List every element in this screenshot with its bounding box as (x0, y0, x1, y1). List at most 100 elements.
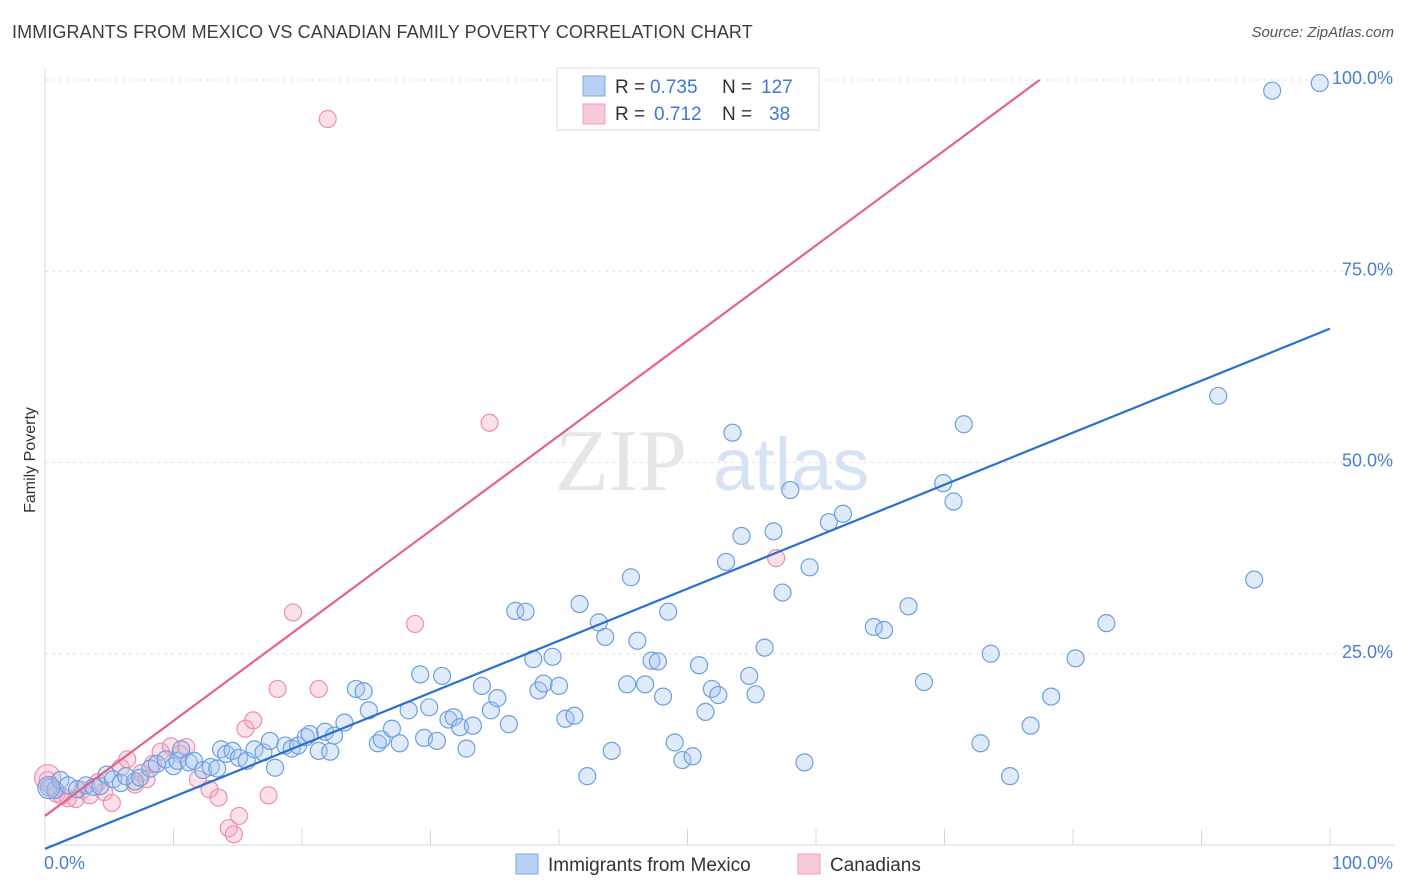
mexico-point (156, 750, 175, 769)
mexico-point (795, 753, 814, 772)
mexico-point (781, 480, 800, 500)
mexico-point (642, 651, 661, 670)
mexico-point (1310, 73, 1329, 93)
mexico-point (673, 750, 692, 770)
mexico-point (1042, 687, 1061, 706)
mexico-point (954, 415, 973, 434)
mexico-point (390, 734, 409, 753)
bottom-legend-swatch-canadians (797, 853, 821, 875)
mexico-point (800, 558, 819, 577)
stats-legend: R = 0.735 N = 127 R = 0.712 N = 38 (556, 67, 820, 131)
canadians-point (309, 679, 328, 699)
source-credit: Source: ZipAtlas.com (1251, 24, 1394, 41)
mexico-point (208, 759, 227, 778)
mexico-point (1097, 614, 1116, 633)
mexico-point (602, 741, 621, 761)
mexico-point (499, 715, 518, 734)
mexico-point (265, 758, 285, 777)
mexico-point (981, 644, 1000, 663)
y-tick-label: 50.0% (1342, 451, 1393, 471)
x-tick-label: 100.0% (1332, 853, 1393, 873)
mexico-point (1066, 649, 1085, 668)
mexico-point (971, 734, 990, 753)
mexico-point (432, 666, 452, 686)
mexico-point (116, 767, 136, 786)
mexico-point (746, 685, 765, 704)
mexico-point (864, 617, 883, 637)
mexico-point (201, 757, 220, 777)
legend-n-label-canadians: N = (722, 104, 752, 125)
mexico-point (1263, 81, 1282, 100)
canadians-point (137, 770, 156, 789)
mexico-point (472, 676, 491, 695)
mexico-points (37, 73, 1329, 800)
canadians-point (405, 614, 425, 634)
mexico-point (689, 656, 709, 675)
trend-lines (44, 79, 1331, 850)
mexico-point (696, 702, 715, 721)
mexico-point (457, 739, 476, 758)
mexico-point (833, 504, 853, 523)
mexico-point (444, 708, 463, 727)
mexico-point (420, 698, 439, 717)
canadians-point (268, 679, 287, 699)
mexico-point (683, 747, 702, 766)
trend-line-canadians (44, 79, 1041, 817)
mexico-point (618, 675, 637, 694)
mexico-point (628, 631, 647, 650)
axes (44, 68, 1395, 846)
mexico-point (260, 731, 279, 751)
canadians-point (259, 786, 278, 805)
mexico-point (635, 675, 655, 694)
legend-r-label-canadians: R = (615, 104, 645, 125)
mexico-point (223, 741, 242, 761)
mexico-point (427, 731, 447, 751)
legend-n-mexico: 127 (761, 77, 793, 98)
mexico-point (764, 522, 783, 541)
mexico-point (596, 627, 615, 647)
mexico-point (543, 647, 562, 666)
mexico-point (648, 652, 668, 671)
mexico-point (1000, 767, 1020, 786)
mexico-point (565, 706, 584, 725)
canadians-point (224, 825, 243, 844)
canadians-point (229, 806, 249, 826)
mexico-point (354, 682, 373, 701)
chart-title: IMMIGRANTS FROM MEXICO VS CANADIAN FAMIL… (12, 22, 753, 42)
mexico-point (740, 666, 759, 686)
bottom-legend-canadians: Canadians (830, 855, 921, 876)
mexico-point (516, 602, 535, 621)
canadians-point (480, 413, 499, 432)
mexico-point (773, 583, 792, 602)
mexico-point (716, 552, 736, 572)
mexico-point (944, 492, 963, 511)
mexico-point (899, 597, 918, 616)
mexico-point (463, 716, 483, 735)
mexico-point (914, 672, 934, 692)
mexico-point (665, 733, 684, 752)
legend-r-mexico: 0.735 (650, 77, 698, 98)
mexico-point (382, 719, 402, 738)
legend-swatch-mexico (582, 75, 606, 97)
mexico-point (1209, 386, 1228, 406)
mexico-point (621, 568, 641, 587)
canadians-point (209, 788, 228, 807)
mexico-point (1245, 570, 1264, 589)
trend-line-mexico (44, 327, 1331, 850)
x-tick-label: 0.0% (44, 853, 85, 873)
mexico-point (755, 638, 774, 657)
mexico-point (1021, 716, 1040, 735)
watermark-zip: ZIP (555, 413, 687, 510)
canadians-point (102, 793, 121, 813)
mexico-point (709, 685, 728, 705)
mexico-point (130, 768, 150, 787)
mexico-point (534, 674, 553, 693)
canadians-point (283, 603, 303, 622)
bottom-legend: Immigrants from Mexico Canadians (515, 853, 921, 876)
mexico-point (411, 665, 430, 684)
legend-r-canadians: 0.712 (654, 104, 702, 125)
watermark: ZIP atlas (555, 413, 869, 510)
canadians-point (244, 711, 263, 730)
y-axis-label: Family Poverty (22, 407, 39, 513)
